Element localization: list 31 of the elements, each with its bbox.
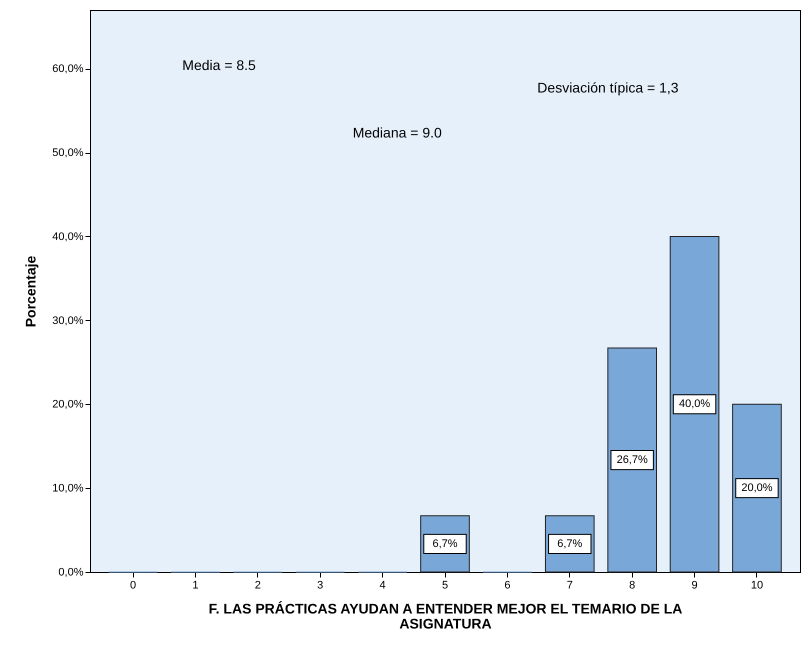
x-tick-label: 4 xyxy=(380,580,386,592)
x-tick-label: 10 xyxy=(750,580,764,592)
x-tick-label: 1 xyxy=(192,580,198,592)
y-tick-label: 20,0% xyxy=(52,398,84,411)
bar xyxy=(607,348,658,572)
x-tick-label: 0 xyxy=(130,580,136,592)
x-tick-label: 3 xyxy=(317,580,324,592)
x-tick-label: 8 xyxy=(629,580,636,592)
x-tick-label: 7 xyxy=(566,580,573,592)
x-tick-label: 9 xyxy=(692,580,698,592)
x-tick-label: 2 xyxy=(254,580,261,592)
x-axis-title: F. LAS PRÁCTICAS AYUDAN A ENTENDER MEJOR EL TEMARIO DE LA ASIGNATURA xyxy=(208,600,682,632)
y-tick-label: 60,0% xyxy=(52,63,84,76)
data-label: 6,7% xyxy=(557,538,583,550)
y-tick-label: 50,0% xyxy=(52,147,84,160)
data-label: 20,0% xyxy=(741,482,773,494)
y-tick-label: 30,0% xyxy=(52,314,84,327)
x-tick-label: 6 xyxy=(504,580,510,592)
y-axis-title: Porcentaje xyxy=(22,255,38,328)
y-tick-label: 0,0% xyxy=(58,566,84,578)
annotation: Media = 8.5 xyxy=(182,57,256,74)
annotation: Desviación típica = 1,3 xyxy=(537,80,679,96)
bar xyxy=(732,404,782,572)
y-tick-label: 10,0% xyxy=(52,482,84,495)
x-tick-label: 5 xyxy=(442,580,448,592)
data-label: 26,7% xyxy=(616,454,648,466)
data-label: 40,0% xyxy=(678,398,710,410)
annotation: Mediana = 9.0 xyxy=(352,124,442,141)
bar xyxy=(670,236,720,572)
y-tick-label: 40,0% xyxy=(52,230,84,243)
data-label: 6,7% xyxy=(432,538,458,550)
